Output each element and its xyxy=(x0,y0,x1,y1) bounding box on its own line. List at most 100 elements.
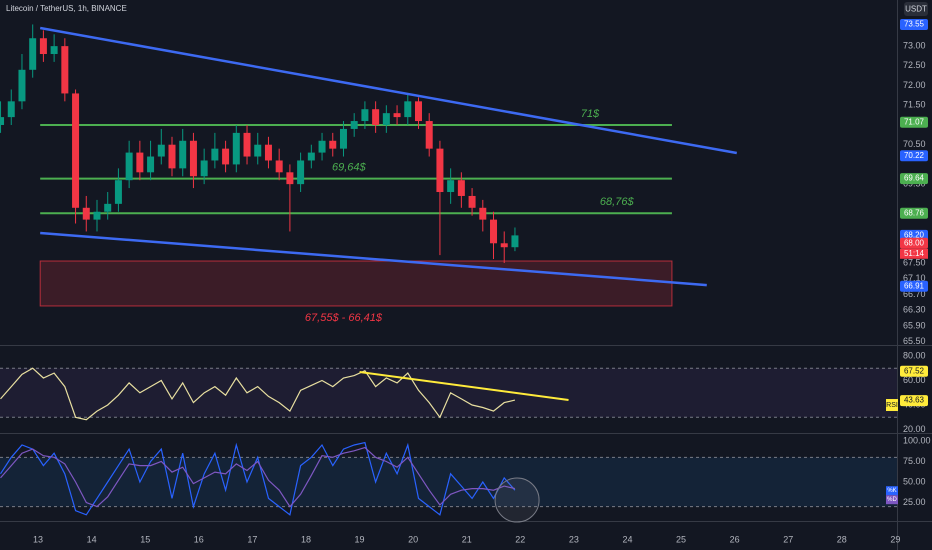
level-label: 68,76$ xyxy=(600,196,635,208)
candle-body xyxy=(168,144,176,169)
candle-body xyxy=(82,207,90,220)
x-tick-label: 15 xyxy=(140,534,150,544)
level-label: 71$ xyxy=(581,108,600,120)
candle-body xyxy=(125,152,133,181)
y-tick-label: 71.50 xyxy=(903,100,926,110)
candle-body xyxy=(222,148,230,165)
candle-body xyxy=(157,144,165,157)
y-tick-label: 72.50 xyxy=(903,60,926,70)
price-badge xyxy=(900,395,928,407)
indicator-tag-label: RSI xyxy=(886,402,898,409)
price-badge-label: 70.22 xyxy=(904,151,925,160)
price-badge-label: 69.64 xyxy=(904,174,925,183)
price-badge xyxy=(900,365,928,377)
candle-body xyxy=(0,117,5,125)
zone-label: 67,55$ - 66,41$ xyxy=(305,312,383,324)
candle-body xyxy=(243,132,251,157)
highlight-circle xyxy=(494,477,540,523)
candle-body xyxy=(61,46,69,94)
countdown-badge xyxy=(900,248,928,259)
indicator-line xyxy=(0,446,516,508)
price-badge xyxy=(900,116,928,128)
y-tick-label: 65.90 xyxy=(903,320,926,330)
x-tick-label: 25 xyxy=(676,534,686,544)
candle-body xyxy=(264,144,272,161)
y-tick-label: 65.50 xyxy=(903,336,926,346)
candle-body xyxy=(18,69,26,102)
candle-body xyxy=(350,121,358,129)
y-tick-label: 60.00 xyxy=(903,375,926,385)
series-tag xyxy=(886,495,898,505)
trendline xyxy=(359,371,569,401)
currency-button[interactable] xyxy=(904,2,928,16)
y-tick-label: 75.00 xyxy=(903,456,926,466)
y-tick-label: 67.10 xyxy=(903,273,926,283)
y-tick-label: 25.00 xyxy=(903,497,926,507)
candle-body xyxy=(372,109,380,125)
x-tick-label: 27 xyxy=(783,534,793,544)
series-tag xyxy=(886,486,898,496)
candle-body xyxy=(189,140,197,177)
countdown-label: 51:14 xyxy=(904,249,925,258)
candle-body xyxy=(425,121,433,149)
candle-body xyxy=(72,93,80,208)
y-tick-label: 72.00 xyxy=(903,80,926,90)
candle-body xyxy=(297,160,305,185)
candle-body xyxy=(393,113,401,118)
candle-body xyxy=(275,160,283,173)
price-badge-label: 71.07 xyxy=(904,117,925,126)
y-tick-label: 50.00 xyxy=(903,476,926,486)
x-tick-label: 23 xyxy=(569,534,579,544)
candle-body xyxy=(339,128,347,149)
candle-body xyxy=(436,148,444,193)
x-tick-label: 24 xyxy=(622,534,632,544)
currency-label[interactable]: USDT xyxy=(905,5,927,14)
y-tick-label: 80.00 xyxy=(903,350,926,360)
y-tick-label: 20.00 xyxy=(903,424,926,434)
candle-body xyxy=(211,148,219,161)
band-fill xyxy=(0,368,897,418)
price-badge-label: 68.76 xyxy=(904,208,925,217)
x-tick-label: 29 xyxy=(890,534,900,544)
price-badge xyxy=(900,237,928,249)
candle-body xyxy=(286,172,294,185)
candle-body xyxy=(500,243,508,248)
x-tick-label: 21 xyxy=(462,534,472,544)
candle-body xyxy=(93,211,101,220)
x-tick-label: 17 xyxy=(247,534,257,544)
candle-body xyxy=(414,101,422,122)
candle-body xyxy=(457,180,465,196)
indicator-line xyxy=(0,441,516,516)
candle-body xyxy=(447,180,455,193)
candle-body xyxy=(404,101,412,118)
candle-body xyxy=(479,207,487,220)
price-badge-label: 43.63 xyxy=(904,396,925,405)
x-tick-label: 13 xyxy=(33,534,43,544)
candle-body xyxy=(382,113,390,125)
y-tick-label: 67.50 xyxy=(903,257,926,267)
level-label: 69,64$ xyxy=(332,162,367,174)
x-tick-label: 16 xyxy=(194,534,204,544)
x-tick-label: 19 xyxy=(355,534,365,544)
candle-body xyxy=(104,203,112,212)
x-tick-label: 20 xyxy=(408,534,418,544)
candle-body xyxy=(200,160,208,177)
candle-body xyxy=(468,195,476,208)
price-badge xyxy=(900,207,928,219)
x-tick-label: 14 xyxy=(87,534,97,544)
candle-body xyxy=(39,38,47,55)
series-tag-label: %K xyxy=(887,488,896,494)
candle-body xyxy=(179,140,187,169)
candle-body xyxy=(361,109,369,122)
candle-body xyxy=(50,46,58,55)
y-tick-label: 100.00 xyxy=(903,435,931,445)
candle-body xyxy=(254,144,262,157)
candle-body xyxy=(136,152,144,173)
price-badge-label: 67.52 xyxy=(904,366,925,375)
y-tick-label: 73.00 xyxy=(903,41,926,51)
price-badge xyxy=(900,173,928,185)
x-tick-label: 18 xyxy=(301,534,311,544)
candle-body xyxy=(511,235,519,248)
x-tick-label: 28 xyxy=(837,534,847,544)
candle-body xyxy=(490,219,498,244)
